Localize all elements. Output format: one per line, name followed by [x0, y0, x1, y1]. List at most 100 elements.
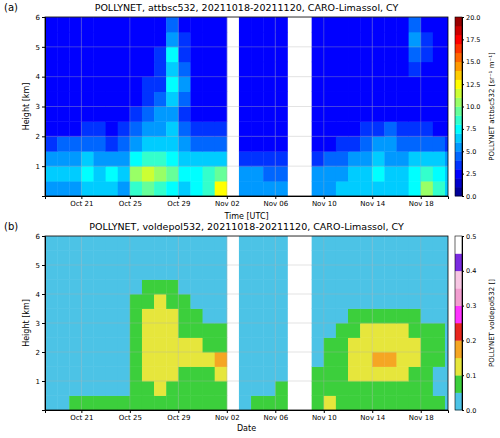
- heatmap-cell: [45, 280, 58, 295]
- heatmap-cell: [203, 77, 216, 92]
- heatmap-cell: [275, 181, 288, 196]
- heatmap-cell: [239, 92, 252, 107]
- heatmap-cell: [251, 294, 264, 309]
- tick-label: 12.5: [466, 81, 480, 89]
- heatmap-cell: [106, 265, 119, 280]
- heatmap-cell: [154, 381, 167, 396]
- heatmap-cell: [312, 32, 325, 47]
- tick-label: 5: [36, 262, 40, 270]
- tick-label: 0.0: [466, 193, 476, 201]
- heatmap-cell: [445, 92, 448, 107]
- heatmap-cell: [275, 367, 288, 382]
- heatmap-cell: [106, 236, 119, 251]
- figure: Oct 21Oct 25Oct 29Nov 02Nov 06Nov 10Nov …: [0, 0, 500, 438]
- tick-mark: [42, 17, 45, 18]
- heatmap-cell: [190, 396, 203, 411]
- heatmap-cell: [166, 92, 179, 107]
- heatmap-cell: [312, 396, 325, 411]
- grid-line: [45, 76, 448, 77]
- tick-mark: [42, 323, 45, 324]
- plot-frame: [45, 17, 448, 196]
- heatmap-cell: [263, 236, 276, 251]
- tick-label: Oct 21: [70, 414, 93, 422]
- heatmap-cell: [166, 338, 179, 353]
- heatmap-cell: [348, 17, 361, 32]
- heatmap-cell: [409, 309, 422, 324]
- heatmap-cell: [81, 280, 94, 295]
- heatmap-cell: [57, 92, 70, 107]
- heatmap-cell: [372, 32, 385, 47]
- heatmap-cell: [263, 151, 276, 166]
- heatmap-cell: [166, 309, 179, 324]
- heatmap-cell: [324, 381, 337, 396]
- heatmap-cell: [324, 17, 337, 32]
- heatmap-cell: [396, 17, 409, 32]
- heatmap-cell: [409, 77, 422, 92]
- heatmap-cell: [106, 396, 119, 411]
- heatmap-cell: [336, 323, 349, 338]
- heatmap-cell: [106, 107, 119, 122]
- colorbar-segment: [455, 133, 462, 142]
- heatmap-cell: [348, 367, 361, 382]
- heatmap-cell: [324, 121, 337, 136]
- heatmap-cell: [433, 352, 446, 367]
- heatmap-cell: [275, 309, 288, 324]
- heatmap-cell: [445, 309, 448, 324]
- heatmap-cell: [263, 166, 276, 181]
- heatmap-cell: [336, 338, 349, 353]
- heatmap-cell: [203, 47, 216, 62]
- tick-label: 15.0: [466, 58, 480, 66]
- tick-label: 0.2: [466, 337, 476, 345]
- heatmap-cell: [421, 251, 434, 266]
- heatmap-cell: [203, 236, 216, 251]
- heatmap-cell: [312, 265, 325, 280]
- heatmap-cell: [69, 323, 82, 338]
- tick-mark: [42, 265, 45, 266]
- heatmap-cell: [324, 367, 337, 382]
- heatmap-cell: [433, 32, 446, 47]
- heatmap-cell: [360, 92, 373, 107]
- heatmap-cell: [312, 181, 325, 196]
- heatmap-cell: [69, 17, 82, 32]
- heatmap-cell: [57, 236, 70, 251]
- heatmap-cell: [69, 77, 82, 92]
- heatmap-cell: [215, 181, 228, 196]
- heatmap-cell: [263, 323, 276, 338]
- heatmap-cell: [178, 367, 191, 382]
- heatmap-cell: [154, 77, 167, 92]
- tick-mark: [324, 410, 325, 413]
- heatmap-cell: [166, 32, 179, 47]
- heatmap-cell: [45, 166, 58, 181]
- heatmap-cell: [433, 107, 446, 122]
- tick: Oct 29: [167, 196, 190, 208]
- heatmap-cell: [154, 309, 167, 324]
- heatmap-cell: [421, 338, 434, 353]
- heatmap-cell: [106, 121, 119, 136]
- heatmap-cell: [360, 121, 373, 136]
- heatmap-cell: [81, 396, 94, 411]
- heatmap-cell: [445, 62, 448, 77]
- tick-mark: [42, 77, 45, 78]
- tick-mark: [462, 410, 464, 411]
- heatmap-cell: [57, 338, 70, 353]
- tick-label: 4: [36, 73, 41, 81]
- heatmap-cell: [118, 381, 131, 396]
- heatmap-cell: [81, 77, 94, 92]
- heatmap-cell: [178, 352, 191, 367]
- heatmap-cell: [166, 352, 179, 367]
- heatmap-cell: [275, 381, 288, 396]
- heatmap-cell: [433, 396, 446, 411]
- heatmap-cell: [93, 107, 106, 122]
- heatmap-cell: [93, 32, 106, 47]
- tick: 2.5: [462, 170, 476, 178]
- heatmap-cell: [239, 251, 252, 266]
- tick-label: Nov 02: [215, 414, 240, 422]
- heatmap-cell: [81, 181, 94, 196]
- heatmap-cell: [251, 136, 264, 151]
- heatmap-cell: [384, 236, 397, 251]
- heatmap-cell: [118, 265, 131, 280]
- heatmap-cell: [384, 166, 397, 181]
- tick: Oct 25: [119, 196, 142, 208]
- heatmap-cell: [57, 280, 70, 295]
- heatmap-cell: [45, 352, 58, 367]
